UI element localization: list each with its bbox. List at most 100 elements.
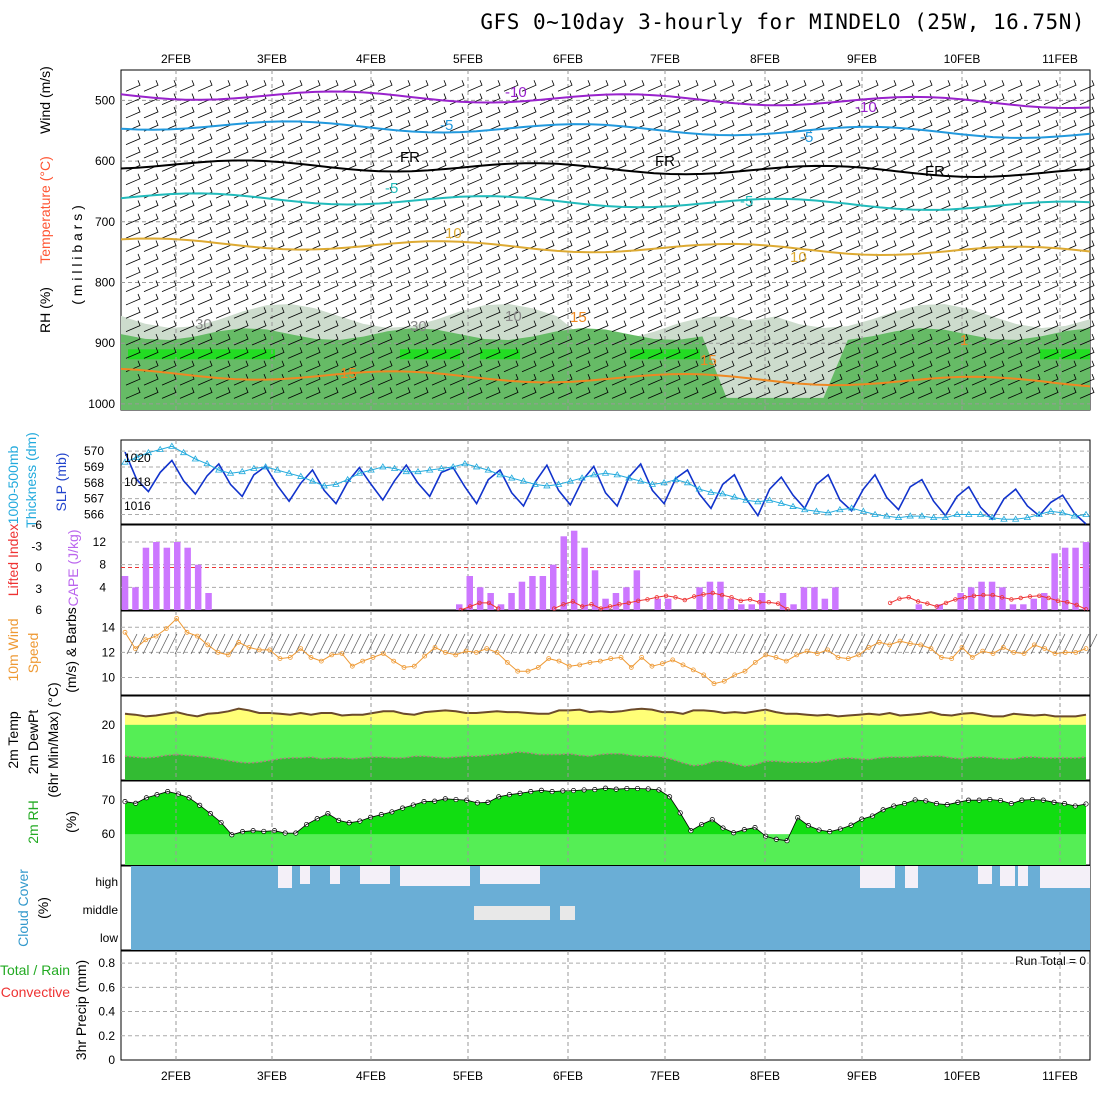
wind-barb [233, 120, 249, 132]
wind-barb [323, 146, 339, 159]
wind-barb [971, 213, 987, 226]
wind-barb [719, 320, 735, 333]
wind-barb [395, 120, 411, 132]
wind-barb [467, 213, 483, 226]
wind-barb [665, 146, 681, 159]
cape-bar [591, 570, 599, 610]
wind-barb [467, 360, 483, 373]
rh-90-patch [128, 349, 200, 360]
thickness-marker [625, 474, 633, 481]
thickness-line [124, 445, 1087, 520]
wind-barb [449, 293, 465, 306]
wind-marker [701, 672, 707, 678]
wind-barb [413, 293, 429, 306]
wind-barb [611, 240, 627, 252]
wind-barb [539, 293, 555, 306]
wind-barb [791, 360, 807, 373]
wind-barb [827, 293, 843, 306]
wind-barb [251, 387, 267, 399]
wind-barb [899, 80, 915, 92]
temp-unit-label: (6hr Min/Max) (°C) [45, 682, 61, 797]
thickness-marker [121, 458, 129, 465]
wind-barb [341, 106, 357, 119]
thickness-marker [484, 466, 493, 473]
wind-barb [1025, 333, 1041, 346]
wind-barb [845, 120, 861, 132]
wind-barb [197, 146, 213, 159]
wind-barb [287, 160, 303, 172]
thickness-marker [660, 479, 668, 486]
wind-barb [539, 347, 555, 359]
wind-barb [863, 333, 879, 346]
cape-bar [988, 581, 996, 610]
wind-barb [539, 333, 555, 346]
wind-barb [629, 360, 645, 373]
wind-barb [683, 360, 699, 373]
thickness-marker [332, 480, 340, 487]
wind-barb [341, 226, 357, 239]
wind-barb [269, 387, 285, 399]
wind-barb [809, 307, 825, 319]
wind-barb [1043, 120, 1059, 132]
thickness-label: 1000-500mb [5, 445, 21, 524]
wind-barb [1025, 360, 1041, 373]
wind-barb [449, 213, 465, 226]
slp-tick: 1016 [124, 499, 151, 513]
wind-barb [845, 267, 861, 279]
wind-barb [269, 226, 285, 239]
wind-marker [1042, 646, 1048, 651]
wind-barb [611, 213, 627, 226]
wind-barb [773, 173, 789, 186]
wind-barb-10m [518, 633, 530, 655]
chart-title: GFS 0~10day 3-hourly for MINDELO (25W, 1… [480, 10, 1085, 34]
cape-bar [1051, 553, 1058, 610]
wind-barb [899, 133, 915, 146]
cloud-level-label: middle [83, 903, 119, 917]
wind-barb [791, 333, 807, 346]
wind-barb [683, 293, 699, 306]
wind-barb [593, 267, 609, 279]
wind-barb [935, 320, 951, 333]
wind-barb [701, 267, 717, 279]
wind-barb [629, 106, 645, 119]
wind-barb [917, 360, 933, 373]
slp-line [124, 451, 1087, 525]
thickness-marker [1035, 510, 1043, 517]
wind-barb [179, 146, 195, 159]
wind-barb [719, 240, 735, 252]
wind-barb [323, 293, 339, 306]
wind-barb [503, 267, 519, 279]
wind-barb [395, 200, 411, 212]
wind-barb [611, 120, 627, 132]
wind-barb [449, 120, 465, 132]
wind-barb [215, 280, 231, 292]
wind-barb [377, 347, 393, 359]
wind-barb [359, 320, 375, 333]
wind-barb [1043, 320, 1059, 333]
wind-barb [197, 106, 213, 119]
wind-barb [989, 333, 1005, 346]
temp-tick: 16 [102, 752, 116, 766]
wind-barb [989, 133, 1005, 146]
wind-barb [1079, 253, 1095, 266]
wind-marker [494, 650, 500, 655]
wind-marker [825, 647, 831, 653]
date-tick-bottom: 6FEB [553, 1069, 583, 1083]
wind-barb [557, 320, 573, 333]
wind-marker [132, 646, 138, 651]
wind-barb [899, 307, 915, 319]
wind-barb [737, 146, 753, 159]
wind-barb [395, 80, 411, 92]
date-tick-top: 2FEB [161, 52, 191, 66]
thickness-tick: 570 [84, 444, 104, 458]
wind-barb-10m [262, 633, 274, 655]
wind-barb [485, 307, 501, 319]
wind-barb [575, 213, 591, 226]
wind-marker [856, 652, 862, 658]
rh-90-patch [1040, 349, 1090, 360]
thickness-marker [578, 474, 586, 481]
wind-barb [917, 347, 933, 359]
wind-barb [431, 280, 447, 292]
thickness-marker [648, 480, 657, 487]
wind-barb-10m [1022, 633, 1034, 655]
